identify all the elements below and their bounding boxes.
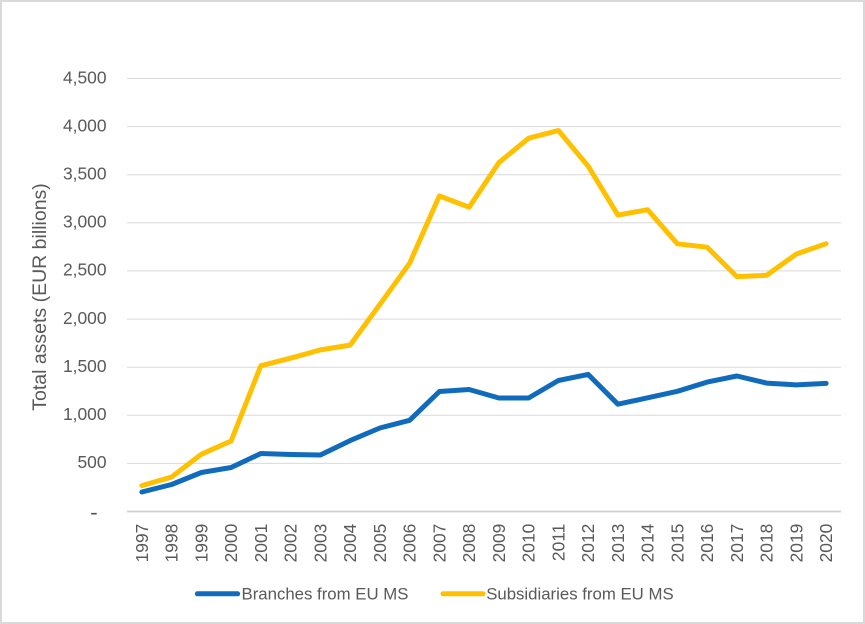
svg-text:2009: 2009	[489, 524, 509, 563]
svg-text:2018: 2018	[757, 524, 777, 563]
svg-text:Total assets (EUR billions): Total assets (EUR billions)	[29, 183, 51, 411]
svg-text:2004: 2004	[340, 523, 360, 562]
svg-text:2011: 2011	[548, 524, 568, 561]
svg-text:2016: 2016	[697, 524, 717, 563]
svg-text:2001: 2001	[251, 524, 271, 563]
svg-text:Branches from EU MS: Branches from EU MS	[242, 585, 409, 604]
svg-text:4,500: 4,500	[63, 67, 107, 87]
svg-text:500: 500	[77, 452, 106, 472]
svg-text:2006: 2006	[400, 524, 420, 563]
svg-text:1999: 1999	[191, 524, 211, 563]
svg-text:2003: 2003	[310, 524, 330, 563]
svg-text:3,500: 3,500	[63, 164, 107, 184]
svg-text:2014: 2014	[638, 523, 658, 562]
svg-text:2005: 2005	[370, 524, 390, 563]
svg-text:2002: 2002	[281, 524, 301, 563]
svg-text:2008: 2008	[459, 524, 479, 563]
svg-text:1997: 1997	[132, 524, 152, 563]
svg-text:Subsidiaries from EU MS: Subsidiaries from EU MS	[486, 585, 673, 604]
svg-text:2019: 2019	[786, 524, 806, 563]
svg-text:1,000: 1,000	[63, 404, 107, 424]
svg-text:3,000: 3,000	[63, 212, 107, 232]
svg-text:2007: 2007	[429, 524, 449, 563]
svg-text:2010: 2010	[519, 524, 539, 563]
svg-text:2,500: 2,500	[63, 260, 107, 280]
svg-text:2013: 2013	[608, 524, 628, 563]
svg-text:1,500: 1,500	[63, 356, 107, 376]
svg-text:2020: 2020	[816, 524, 836, 563]
svg-text:2017: 2017	[727, 524, 747, 563]
svg-text:4,000: 4,000	[63, 115, 107, 135]
svg-text:2,000: 2,000	[63, 308, 107, 328]
svg-text:1998: 1998	[162, 524, 182, 563]
svg-text:2015: 2015	[667, 524, 687, 563]
svg-text:2000: 2000	[221, 524, 241, 563]
svg-text:2012: 2012	[578, 524, 598, 563]
